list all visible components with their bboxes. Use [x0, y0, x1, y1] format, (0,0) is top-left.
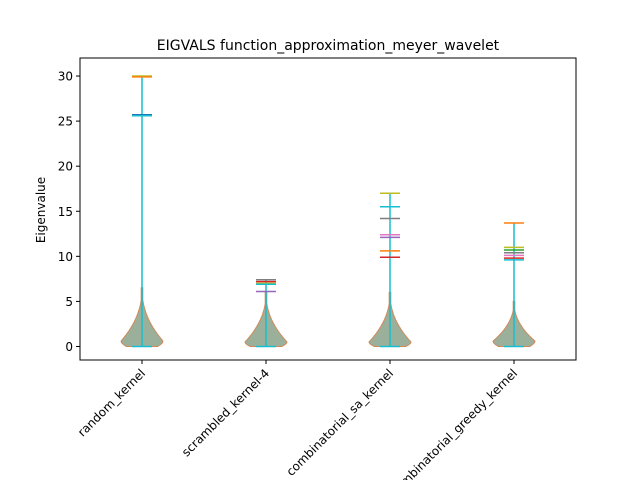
- y-tick-label: 20: [58, 160, 73, 174]
- y-axis-label: Eigenvalue: [34, 177, 48, 243]
- x-tick-label: random_kernel: [75, 366, 148, 439]
- violin-group: [368, 192, 412, 348]
- y-tick-label: 25: [58, 115, 73, 129]
- violin-group: [120, 75, 164, 348]
- y-tick-label: 10: [58, 250, 73, 264]
- y-tick-label: 15: [58, 205, 73, 219]
- chart-title: EIGVALS function_approximation_meyer_wav…: [157, 38, 500, 54]
- x-tick-label: combinatorial_sa_kernel: [284, 366, 397, 479]
- y-tick-label: 5: [65, 295, 73, 309]
- y-axis: 0 5 10 15 20 25 30: [58, 70, 80, 354]
- violin-group: [244, 279, 288, 348]
- axes-frame: [79, 57, 577, 361]
- plot-area: [120, 75, 536, 348]
- x-axis: random_kernel scrambled_kernel-4 combinato…: [75, 360, 520, 484]
- x-tick-label: scrambled_kernel-4: [179, 366, 272, 459]
- x-tick-label: combinatorial_greedy_kernel: [388, 366, 520, 480]
- y-tick-label: 0: [65, 340, 73, 354]
- y-tick-label: 30: [58, 70, 73, 84]
- violin-group: [492, 222, 536, 348]
